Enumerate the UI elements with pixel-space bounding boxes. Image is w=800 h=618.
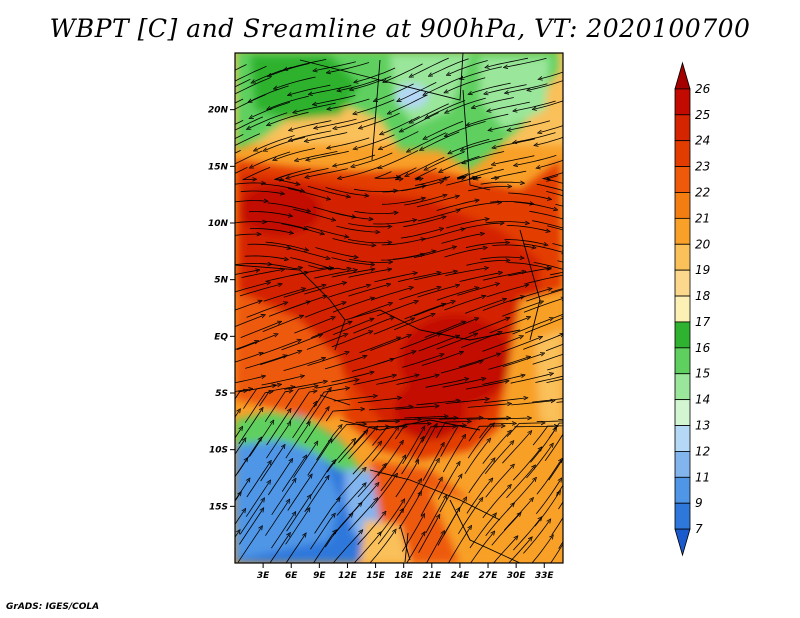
colorbar-label: 18 xyxy=(695,289,711,303)
colorbar-swatch xyxy=(674,347,691,375)
lon-tick-label: 24E xyxy=(451,571,471,581)
colorbar-swatch xyxy=(674,140,691,167)
latitude-axis: 20N 15N 10N 5N EQ 5S 10S 15S xyxy=(208,106,235,512)
lat-tick-label: 15S xyxy=(209,502,228,512)
colorbar-label: 7 xyxy=(695,522,703,536)
colorbar-label: 19 xyxy=(695,263,710,277)
colorbar-label: 11 xyxy=(695,470,710,484)
colorbar-swatch xyxy=(674,502,691,530)
lat-tick-label: 10S xyxy=(209,446,228,456)
grads-credit: GrADS: IGES/COLA xyxy=(6,602,100,612)
colorbar-label: 15 xyxy=(695,367,710,381)
colorbar-swatch xyxy=(674,166,691,193)
lon-tick-label: 27E xyxy=(479,571,499,581)
lat-tick-label: 10N xyxy=(208,219,229,229)
colorbar: 26 25 24 23 22 21 20 19 18 17 16 15 14 13 12 11 9 7 xyxy=(674,61,711,557)
lat-tick-label: EQ xyxy=(214,332,228,342)
colorbar-swatch xyxy=(674,269,691,297)
colorbar-swatch xyxy=(674,217,691,245)
colorbar-label: 22 xyxy=(695,185,710,199)
lon-tick-label: 12E xyxy=(338,571,358,581)
lat-tick-label: 5N xyxy=(214,276,228,286)
chart-title: WBPT [C] and Sreamline at 900hPa, VT: 20… xyxy=(49,14,751,43)
country-borders xyxy=(235,53,541,563)
colorbar-label: 14 xyxy=(695,393,710,407)
lon-tick-label: 9E xyxy=(313,571,326,581)
colorbar-swatch xyxy=(674,243,691,271)
map-frame xyxy=(234,52,564,564)
colorbar-label: 25 xyxy=(695,108,710,122)
colorbar-label: 13 xyxy=(695,419,710,433)
lon-tick-label: 18E xyxy=(394,571,414,581)
lon-tick-label: 3E xyxy=(257,571,270,581)
lon-tick-label: 15E xyxy=(366,571,386,581)
wbpt-field xyxy=(235,53,563,563)
colorbar-swatch xyxy=(674,88,691,116)
lat-tick-label: 15N xyxy=(208,162,229,172)
colorbar-swatch xyxy=(674,399,691,426)
longitude-axis: 3E 6E 9E 12E 15E 18E 21E 24E 27E 30E 33E xyxy=(257,563,555,581)
colorbar-label: 16 xyxy=(695,341,711,355)
lon-tick-label: 33E xyxy=(535,571,555,581)
colorbar-label: 26 xyxy=(695,82,711,96)
colorbar-swatch xyxy=(674,425,691,452)
colorbar-swatch xyxy=(674,295,691,323)
colorbar-swatch xyxy=(674,321,691,349)
colorbar-label: 20 xyxy=(695,237,711,251)
colorbar-swatch xyxy=(674,61,691,90)
lat-tick-label: 20N xyxy=(208,106,229,116)
colorbar-swatch xyxy=(674,192,691,219)
lon-tick-label: 21E xyxy=(422,571,442,581)
colorbar-label: 12 xyxy=(695,444,710,458)
lon-tick-label: 6E xyxy=(285,571,298,581)
colorbar-label: 17 xyxy=(695,315,711,329)
colorbar-label: 9 xyxy=(695,496,703,510)
colorbar-swatch xyxy=(674,373,691,401)
lat-tick-label: 5S xyxy=(215,389,228,399)
colorbar-swatch xyxy=(674,528,691,557)
colorbar-swatch xyxy=(674,476,691,504)
colorbar-swatch xyxy=(674,114,691,142)
lon-tick-label: 30E xyxy=(507,571,527,581)
colorbar-swatch xyxy=(674,451,691,478)
colorbar-label: 21 xyxy=(695,211,710,225)
colorbar-label: 24 xyxy=(695,134,710,148)
colorbar-label: 23 xyxy=(695,160,710,174)
